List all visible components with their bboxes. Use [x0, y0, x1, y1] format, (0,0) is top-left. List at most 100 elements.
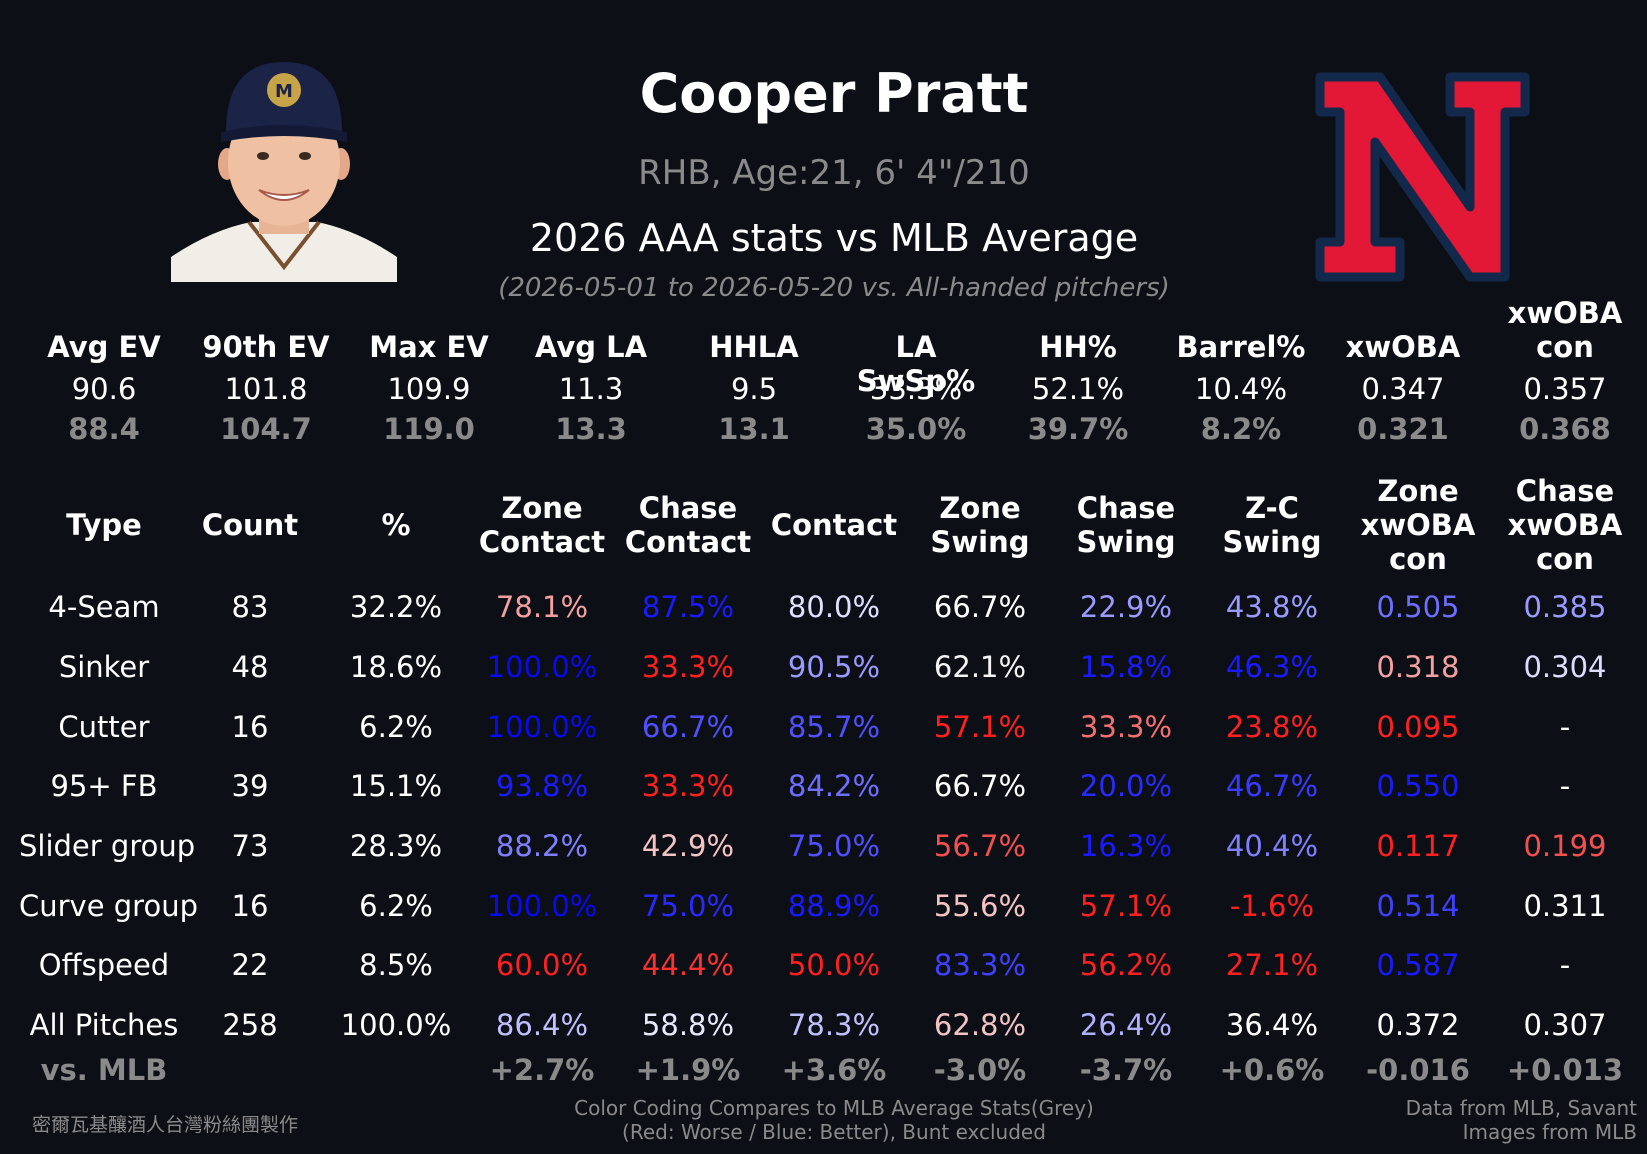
vs-mlb-label: vs. MLB [40, 1053, 168, 1087]
row-type: Slider group [19, 829, 196, 863]
summary-mlb-average: 0.321 [1357, 412, 1449, 446]
report-title: 2026 AAA stats vs MLB Average [529, 216, 1139, 260]
row-stat: 0.372 [1376, 1008, 1460, 1042]
row-stat: 62.1% [933, 650, 1027, 684]
row-stat: 0.318 [1376, 650, 1460, 684]
summary-label: HHLA [709, 330, 799, 364]
summary-label: xwOBA con [1507, 296, 1623, 364]
row-stat: 44.4% [641, 948, 735, 982]
row-stat: 15.8% [1079, 650, 1173, 684]
row-stat: 46.3% [1225, 650, 1319, 684]
summary-mlb-average: 8.2% [1200, 412, 1282, 446]
row-stat: 85.7% [787, 710, 881, 744]
row-type: 4-Seam [48, 590, 160, 624]
row-count: 16 [231, 889, 269, 923]
team-logo-icon [1310, 62, 1535, 287]
row-stat: 60.0% [495, 948, 589, 982]
row-stat: 0.587 [1376, 948, 1460, 982]
summary-label: Avg EV [47, 330, 161, 364]
row-stat: 46.7% [1225, 769, 1319, 803]
row-stat: 55.6% [933, 889, 1027, 923]
row-stat: 42.9% [641, 829, 735, 863]
row-count: 22 [231, 948, 269, 982]
row-pct: 8.5% [359, 948, 433, 982]
player-headshot-icon: M [171, 52, 397, 282]
row-stat: 27.1% [1225, 948, 1319, 982]
row-stat: 33.3% [641, 650, 735, 684]
row-type: Sinker [58, 650, 150, 684]
table-header: Zone xwOBA con [1360, 474, 1476, 576]
table-header: % [381, 508, 411, 542]
row-stat: 33.3% [1079, 710, 1173, 744]
row-stat: 0.095 [1376, 710, 1460, 744]
summary-label: HH% [1039, 330, 1117, 364]
summary-value: 9.5 [730, 372, 778, 406]
table-header: Zone Contact [478, 491, 606, 559]
row-stat: 16.3% [1079, 829, 1173, 863]
row-pct: 15.1% [349, 769, 443, 803]
vs-mlb-value: +1.9% [635, 1053, 741, 1087]
summary-value: 11.3 [558, 372, 624, 406]
summary-mlb-average: 88.4 [68, 412, 140, 446]
row-count: 258 [222, 1008, 278, 1042]
table-header: Zone Swing [930, 491, 1030, 559]
table-header: Contact [770, 508, 898, 542]
summary-value: 10.4% [1194, 372, 1288, 406]
row-pct: 6.2% [359, 889, 433, 923]
vs-mlb-value: +2.7% [489, 1053, 595, 1087]
credit-right-line-2: Images from MLB [1462, 1120, 1637, 1144]
row-stat: 78.1% [495, 590, 589, 624]
color-note-line-1: Color Coding Compares to MLB Average Sta… [574, 1096, 1094, 1120]
row-count: 39 [231, 769, 269, 803]
vs-mlb-value: +0.6% [1219, 1053, 1325, 1087]
table-header: Chase Swing [1076, 491, 1176, 559]
row-stat: 43.8% [1225, 590, 1319, 624]
row-stat: 87.5% [641, 590, 735, 624]
row-stat: 75.0% [641, 889, 735, 923]
vs-mlb-value: +3.6% [781, 1053, 887, 1087]
table-header: Z-C Swing [1222, 491, 1322, 559]
credit-right: Data from MLB, Savant Images from MLB [1406, 1096, 1637, 1144]
table-header: Chase xwOBA con [1507, 474, 1623, 576]
svg-text:M: M [275, 81, 293, 102]
player-bio: RHB, Age:21, 6' 4"/210 [638, 153, 1030, 193]
row-stat: 0.307 [1523, 1008, 1607, 1042]
row-stat: 57.1% [1079, 889, 1173, 923]
row-stat: 36.4% [1225, 1008, 1319, 1042]
row-stat: 100.0% [486, 650, 598, 684]
summary-mlb-average: 0.368 [1519, 412, 1611, 446]
row-stat: 0.514 [1376, 889, 1460, 923]
date-range: (2026-05-01 to 2026-05-20 vs. All-handed… [498, 273, 1170, 303]
summary-value: 90.6 [71, 372, 137, 406]
vs-mlb-value: +0.013 [1506, 1053, 1624, 1087]
row-stat: 0.505 [1376, 590, 1460, 624]
row-stat: 22.9% [1079, 590, 1173, 624]
row-stat: 100.0% [486, 889, 598, 923]
row-stat: 62.8% [933, 1008, 1027, 1042]
row-stat: 0.550 [1376, 769, 1460, 803]
summary-value: 101.8 [224, 372, 308, 406]
color-note-line-2: (Red: Worse / Blue: Better), Bunt exclud… [622, 1120, 1046, 1144]
vs-mlb-value: -3.0% [933, 1053, 1027, 1087]
summary-value: 109.9 [387, 372, 471, 406]
row-type: Curve group [19, 889, 198, 923]
row-stat: 23.8% [1225, 710, 1319, 744]
row-type: Cutter [58, 710, 150, 744]
row-stat: 66.7% [933, 590, 1027, 624]
summary-label: xwOBA [1345, 330, 1461, 364]
row-stat: 26.4% [1079, 1008, 1173, 1042]
row-stat: 66.7% [641, 710, 735, 744]
summary-mlb-average: 35.0% [865, 412, 967, 446]
vs-mlb-value: -3.7% [1079, 1053, 1173, 1087]
table-header: Count [201, 508, 299, 542]
row-pct: 6.2% [359, 710, 433, 744]
row-type: Offspeed [38, 948, 170, 982]
row-stat: 0.199 [1523, 829, 1607, 863]
summary-value: 33.3% [869, 372, 963, 406]
row-pct: 18.6% [349, 650, 443, 684]
row-stat: - [1559, 948, 1571, 982]
row-stat: 0.304 [1523, 650, 1607, 684]
row-stat: 88.2% [495, 829, 589, 863]
table-header: Chase Contact [624, 491, 752, 559]
row-stat: 0.311 [1523, 889, 1607, 923]
